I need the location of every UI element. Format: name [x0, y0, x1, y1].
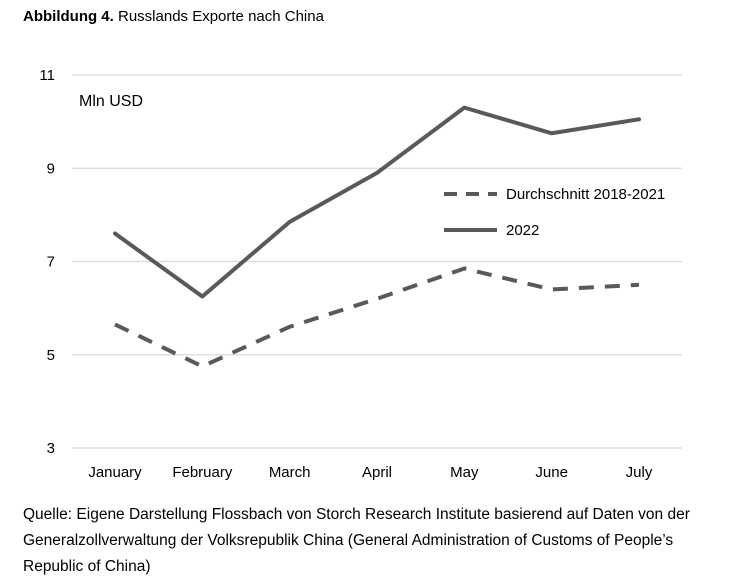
chart-title: Abbildung 4. Russlands Exporte nach Chin…: [23, 8, 324, 25]
figure-title: Russlands Exporte nach China: [118, 8, 324, 25]
y-tick-label-11: 11: [39, 67, 55, 84]
legend: Durchschnitt 2018-2021 2022: [444, 186, 665, 239]
x-tick-label-june: June: [535, 464, 568, 481]
y-axis-ticks: 3 5 7 9 11: [39, 67, 55, 457]
y-tick-label-9: 9: [47, 160, 55, 177]
figure-number: Abbildung 4.: [23, 8, 114, 25]
x-tick-label-february: February: [172, 464, 233, 481]
x-tick-label-april: April: [362, 464, 392, 481]
y-tick-label-7: 7: [47, 254, 55, 271]
x-tick-label-january: January: [88, 464, 142, 481]
legend-label-0: Durchschnitt 2018-2021: [506, 186, 665, 203]
y-axis-unit-label: Mln USD: [79, 93, 143, 110]
series-line-durchschnitt: [114, 266, 640, 369]
gridlines: [72, 74, 682, 449]
source-note: Quelle: Eigene Darstellung Flossbach von…: [23, 506, 690, 575]
y-tick-label-5: 5: [47, 347, 55, 364]
x-tick-label-march: March: [269, 464, 311, 481]
x-tick-label-july: July: [626, 464, 653, 481]
x-tick-label-may: May: [450, 464, 479, 481]
series-line-2022: [113, 105, 641, 299]
series-lines: [113, 105, 641, 369]
legend-label-1: 2022: [506, 222, 539, 239]
x-axis-ticks: January February March April May June July: [88, 464, 653, 481]
y-tick-label-3: 3: [47, 440, 55, 457]
